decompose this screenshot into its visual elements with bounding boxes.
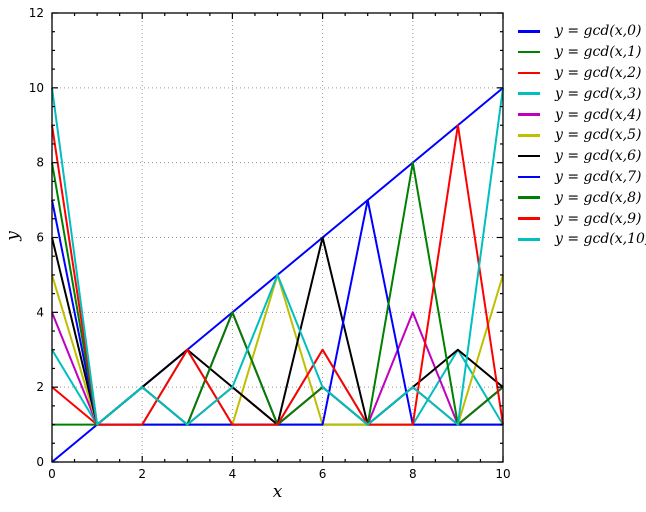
legend-line-swatch: [518, 175, 540, 179]
x-tick-label: 2: [138, 467, 146, 481]
y-axis-label: y: [2, 231, 23, 241]
y-tick-label: 2: [36, 380, 44, 394]
legend-label: y = gcd(x,5): [555, 127, 642, 144]
x-tick-label: 6: [319, 467, 327, 481]
y-tick-label: 10: [29, 81, 44, 95]
y-tick-label: 0: [36, 455, 44, 469]
legend-label: y = gcd(x,6): [555, 148, 642, 165]
x-tick-label: 10: [495, 467, 510, 481]
legend-entry: y = gcd(x,8): [518, 187, 646, 208]
series-line-10: [51, 87, 504, 426]
x-tick-label: 4: [229, 467, 237, 481]
x-tick-label: 8: [409, 467, 417, 481]
legend-entry: y = gcd(x,9): [518, 208, 646, 229]
y-tick-label: 12: [29, 6, 44, 20]
legend: y = gcd(x,0) y = gcd(x,1) y = gcd(x,2) y = …: [518, 21, 646, 250]
legend-label: y = gcd(x,0): [555, 23, 642, 40]
legend-label: y = gcd(x,9): [555, 210, 642, 227]
legend-entry: y = gcd(x,10): [518, 229, 646, 250]
legend-entry: y = gcd(x,0): [518, 21, 646, 42]
legend-label: y = gcd(x,7): [555, 168, 642, 185]
legend-line-swatch: [518, 50, 540, 54]
y-tick-label: 4: [36, 305, 44, 319]
series-line-6: [51, 236, 504, 426]
legend-entry: y = gcd(x,7): [518, 167, 646, 188]
series-line-9: [51, 124, 504, 426]
legend-line-swatch: [518, 113, 540, 116]
y-tick-label: 6: [36, 231, 44, 245]
legend-entry: y = gcd(x,1): [518, 42, 646, 63]
legend-line-swatch: [518, 71, 540, 75]
x-tick-label: 0: [48, 467, 56, 481]
plot-frame: [51, 12, 504, 463]
legend-line-swatch: [518, 217, 540, 220]
legend-entry: y = gcd(x,5): [518, 125, 646, 146]
legend-line-swatch: [518, 134, 540, 137]
series-line-7: [51, 199, 503, 426]
legend-label: y = gcd(x,4): [555, 106, 642, 123]
legend-entry: y = gcd(x,4): [518, 104, 646, 125]
legend-line-swatch: [518, 30, 540, 33]
legend-line-swatch: [518, 154, 540, 158]
legend-label: y = gcd(x,2): [555, 64, 642, 81]
y-tick-label: 8: [36, 156, 44, 170]
legend-entry: y = gcd(x,6): [518, 146, 646, 167]
x-axis-label: x: [272, 482, 283, 502]
series-line-3: [51, 348, 504, 426]
legend-line-swatch: [518, 92, 540, 96]
legend-label: y = gcd(x,10): [555, 231, 646, 248]
legend-label: y = gcd(x,8): [555, 189, 642, 206]
legend-label: y = gcd(x,1): [555, 44, 642, 61]
legend-entry: y = gcd(x,3): [518, 83, 646, 104]
legend-line-swatch: [518, 196, 540, 200]
legend-entry: y = gcd(x,2): [518, 63, 646, 84]
legend-label: y = gcd(x,3): [555, 85, 642, 102]
legend-line-swatch: [518, 238, 540, 241]
